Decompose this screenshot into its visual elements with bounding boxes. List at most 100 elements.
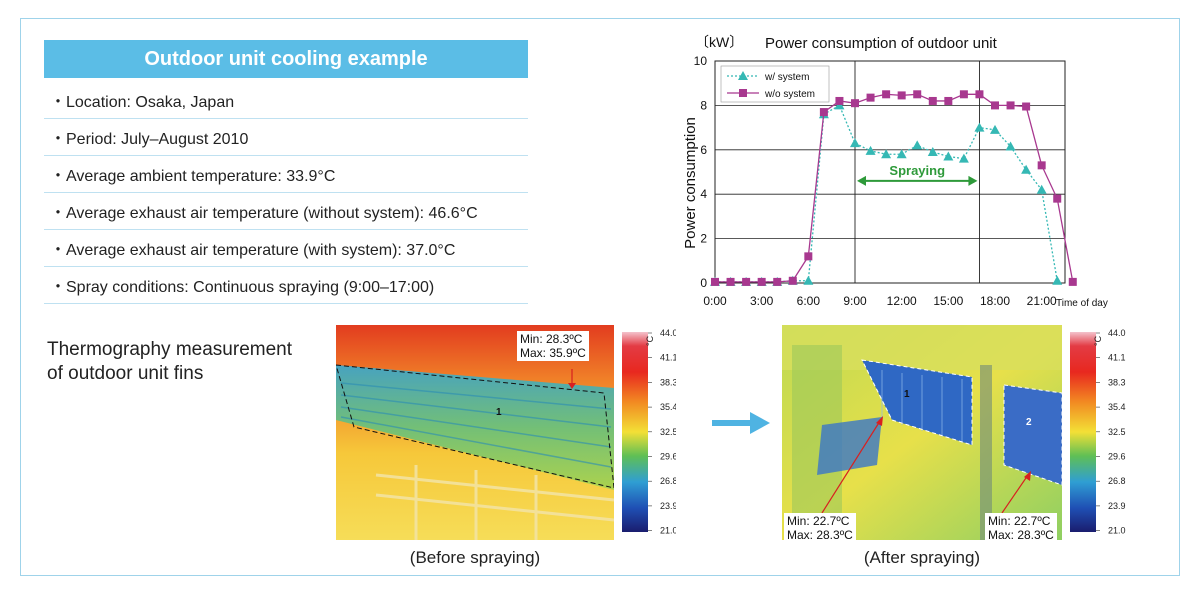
thermography-label: Thermography measurement of outdoor unit…	[47, 338, 292, 386]
data-point	[881, 149, 892, 159]
data-point	[991, 101, 999, 110]
data-point	[928, 96, 937, 105]
y-tick-label: 6	[700, 143, 707, 157]
transition-arrow-icon	[712, 412, 770, 434]
after-region1-label: 1	[904, 389, 910, 400]
data-point	[912, 140, 923, 150]
data-point	[882, 90, 891, 99]
data-point	[1053, 194, 1062, 203]
data-point	[866, 93, 875, 102]
scale-unit-before: °C	[645, 335, 655, 346]
info-item-spray-conditions: ・Spray conditions: Continuous spraying (…	[44, 267, 528, 304]
info-item-exhaust-without: ・Average exhaust air temperature (withou…	[44, 193, 528, 230]
after-region2-min: Min: 22.7ºC	[988, 514, 1051, 528]
temperature-scale-after: 44.0 41.1 38.3 35.4 32.5 29.6 26.8 23.9 21.0 °C	[1070, 328, 1126, 536]
data-point	[897, 91, 906, 100]
scale-tick-label: 29.6	[1108, 452, 1126, 462]
chart-title: Power consumption of outdoor unit	[765, 35, 998, 52]
after-region2-label: 2	[1026, 417, 1032, 428]
data-point	[757, 277, 766, 286]
y-tick-label: 4	[700, 187, 707, 201]
data-point	[943, 151, 954, 161]
info-item-location: ・Location: Osaka, Japan	[44, 82, 528, 119]
after-region2-min-max: Min: 22.7ºC Max: 28.3ºC	[985, 513, 1057, 543]
data-point	[1036, 184, 1047, 194]
info-item-ambient-temp: ・Average ambient temperature: 33.9°C	[44, 156, 528, 193]
scale-tick-label: 32.5	[1108, 427, 1126, 437]
info-item-exhaust-with: ・Average exhaust air temperature (with s…	[44, 230, 528, 267]
after-region1-max: Max: 28.3ºC	[787, 528, 853, 542]
data-point	[1052, 275, 1063, 285]
y-tick-label: 0	[700, 276, 707, 290]
before-min: Min: 28.3ºC	[520, 332, 583, 346]
thermography-label-line2: of outdoor unit fins	[47, 363, 204, 384]
data-point	[1006, 101, 1015, 110]
y-tick-label: 10	[694, 54, 708, 68]
data-point	[851, 99, 859, 108]
before-region-label: 1	[496, 407, 502, 418]
series-line-without-system	[715, 93, 1074, 283]
scale-tick-label: 21.0	[1108, 526, 1126, 536]
y-tick-label: 8	[700, 98, 707, 112]
y-tick-label: 2	[700, 232, 707, 246]
x-tick-label: 12:00	[887, 294, 917, 308]
chart-series	[710, 90, 1077, 286]
chart-grid: 0 2 4 6 8 10 0:00 3:00 6:00 9:00 12:00 15:00 18:00 21…	[694, 54, 1066, 308]
info-list: ・Location: Osaka, Japan ・Period: July–Au…	[44, 82, 528, 304]
scale-tick-label: 26.8	[1108, 476, 1126, 486]
data-point	[927, 147, 938, 157]
scale-tick-label: 41.1	[1108, 353, 1126, 363]
data-point	[974, 122, 985, 132]
data-point	[804, 252, 813, 261]
caption-before: (Before spraying)	[409, 548, 541, 567]
data-point	[788, 276, 797, 285]
after-region1-min: Min: 22.7ºC	[787, 514, 850, 528]
data-point	[742, 277, 751, 286]
data-point	[773, 277, 782, 286]
data-point	[835, 96, 844, 105]
data-point	[1037, 161, 1046, 170]
scale-tick-label: 23.9	[660, 501, 676, 511]
scale-tick-label: 35.4	[1108, 402, 1126, 412]
data-point	[1005, 141, 1016, 151]
content-frame	[20, 18, 1180, 576]
info-item-period: ・Period: July–August 2010	[44, 119, 528, 156]
scale-tick-label: 29.6	[660, 452, 676, 462]
scale-tick-label: 26.8	[660, 476, 676, 486]
before-min-max: Min: 28.3ºC Max: 35.9ºC	[517, 331, 589, 361]
temperature-scale-before: 44.0 41.1 38.3 35.4 32.5 29.6 26.8 23.9 21.0 °C	[622, 328, 676, 536]
scale-unit-after: °C	[1093, 335, 1103, 346]
legend-label: w/o system	[764, 89, 815, 100]
data-point	[711, 277, 719, 286]
data-point	[850, 138, 860, 148]
thermal-image-after: 1 2	[782, 325, 1062, 540]
x-tick-label: 6:00	[797, 294, 821, 308]
chart-legend: w/ system w/o system	[720, 65, 830, 103]
x-tick-label: 15:00	[933, 294, 963, 308]
scale-tick-label: 32.5	[660, 427, 676, 437]
x-tick-label: 3:00	[750, 294, 774, 308]
data-point	[819, 108, 828, 117]
power-consumption-chart: 0 2 4 6 8 10 0:00 3:00 6:00 9:00 12:00 15:00 18:00 21…	[682, 34, 1108, 309]
x-tick-label: 0:00	[703, 294, 727, 308]
scale-tick-label: 35.4	[660, 402, 676, 412]
legend-label: w/ system	[764, 72, 809, 83]
chart-y-axis-label: Power consumption	[682, 117, 699, 249]
caption-after: (After spraying)	[863, 548, 981, 567]
data-point	[913, 90, 922, 99]
data-point	[958, 153, 969, 163]
data-point	[726, 277, 735, 286]
scale-tick-label: 38.3	[1108, 377, 1126, 387]
scale-tick-label: 44.0	[660, 328, 676, 338]
after-region2-max: Max: 28.3ºC	[988, 528, 1054, 542]
spraying-annotation: Spraying	[857, 163, 978, 186]
spray-arrow-left	[857, 175, 866, 186]
before-max: Max: 35.9ºC	[520, 346, 586, 360]
spraying-label: Spraying	[889, 163, 945, 178]
data-point	[959, 90, 968, 99]
x-tick-label: 9:00	[843, 294, 867, 308]
chart-unit-label: 〔kW〕	[695, 34, 743, 50]
scale-tick-label: 38.3	[660, 377, 676, 387]
data-point	[990, 124, 1000, 134]
legend-marker	[738, 71, 748, 80]
